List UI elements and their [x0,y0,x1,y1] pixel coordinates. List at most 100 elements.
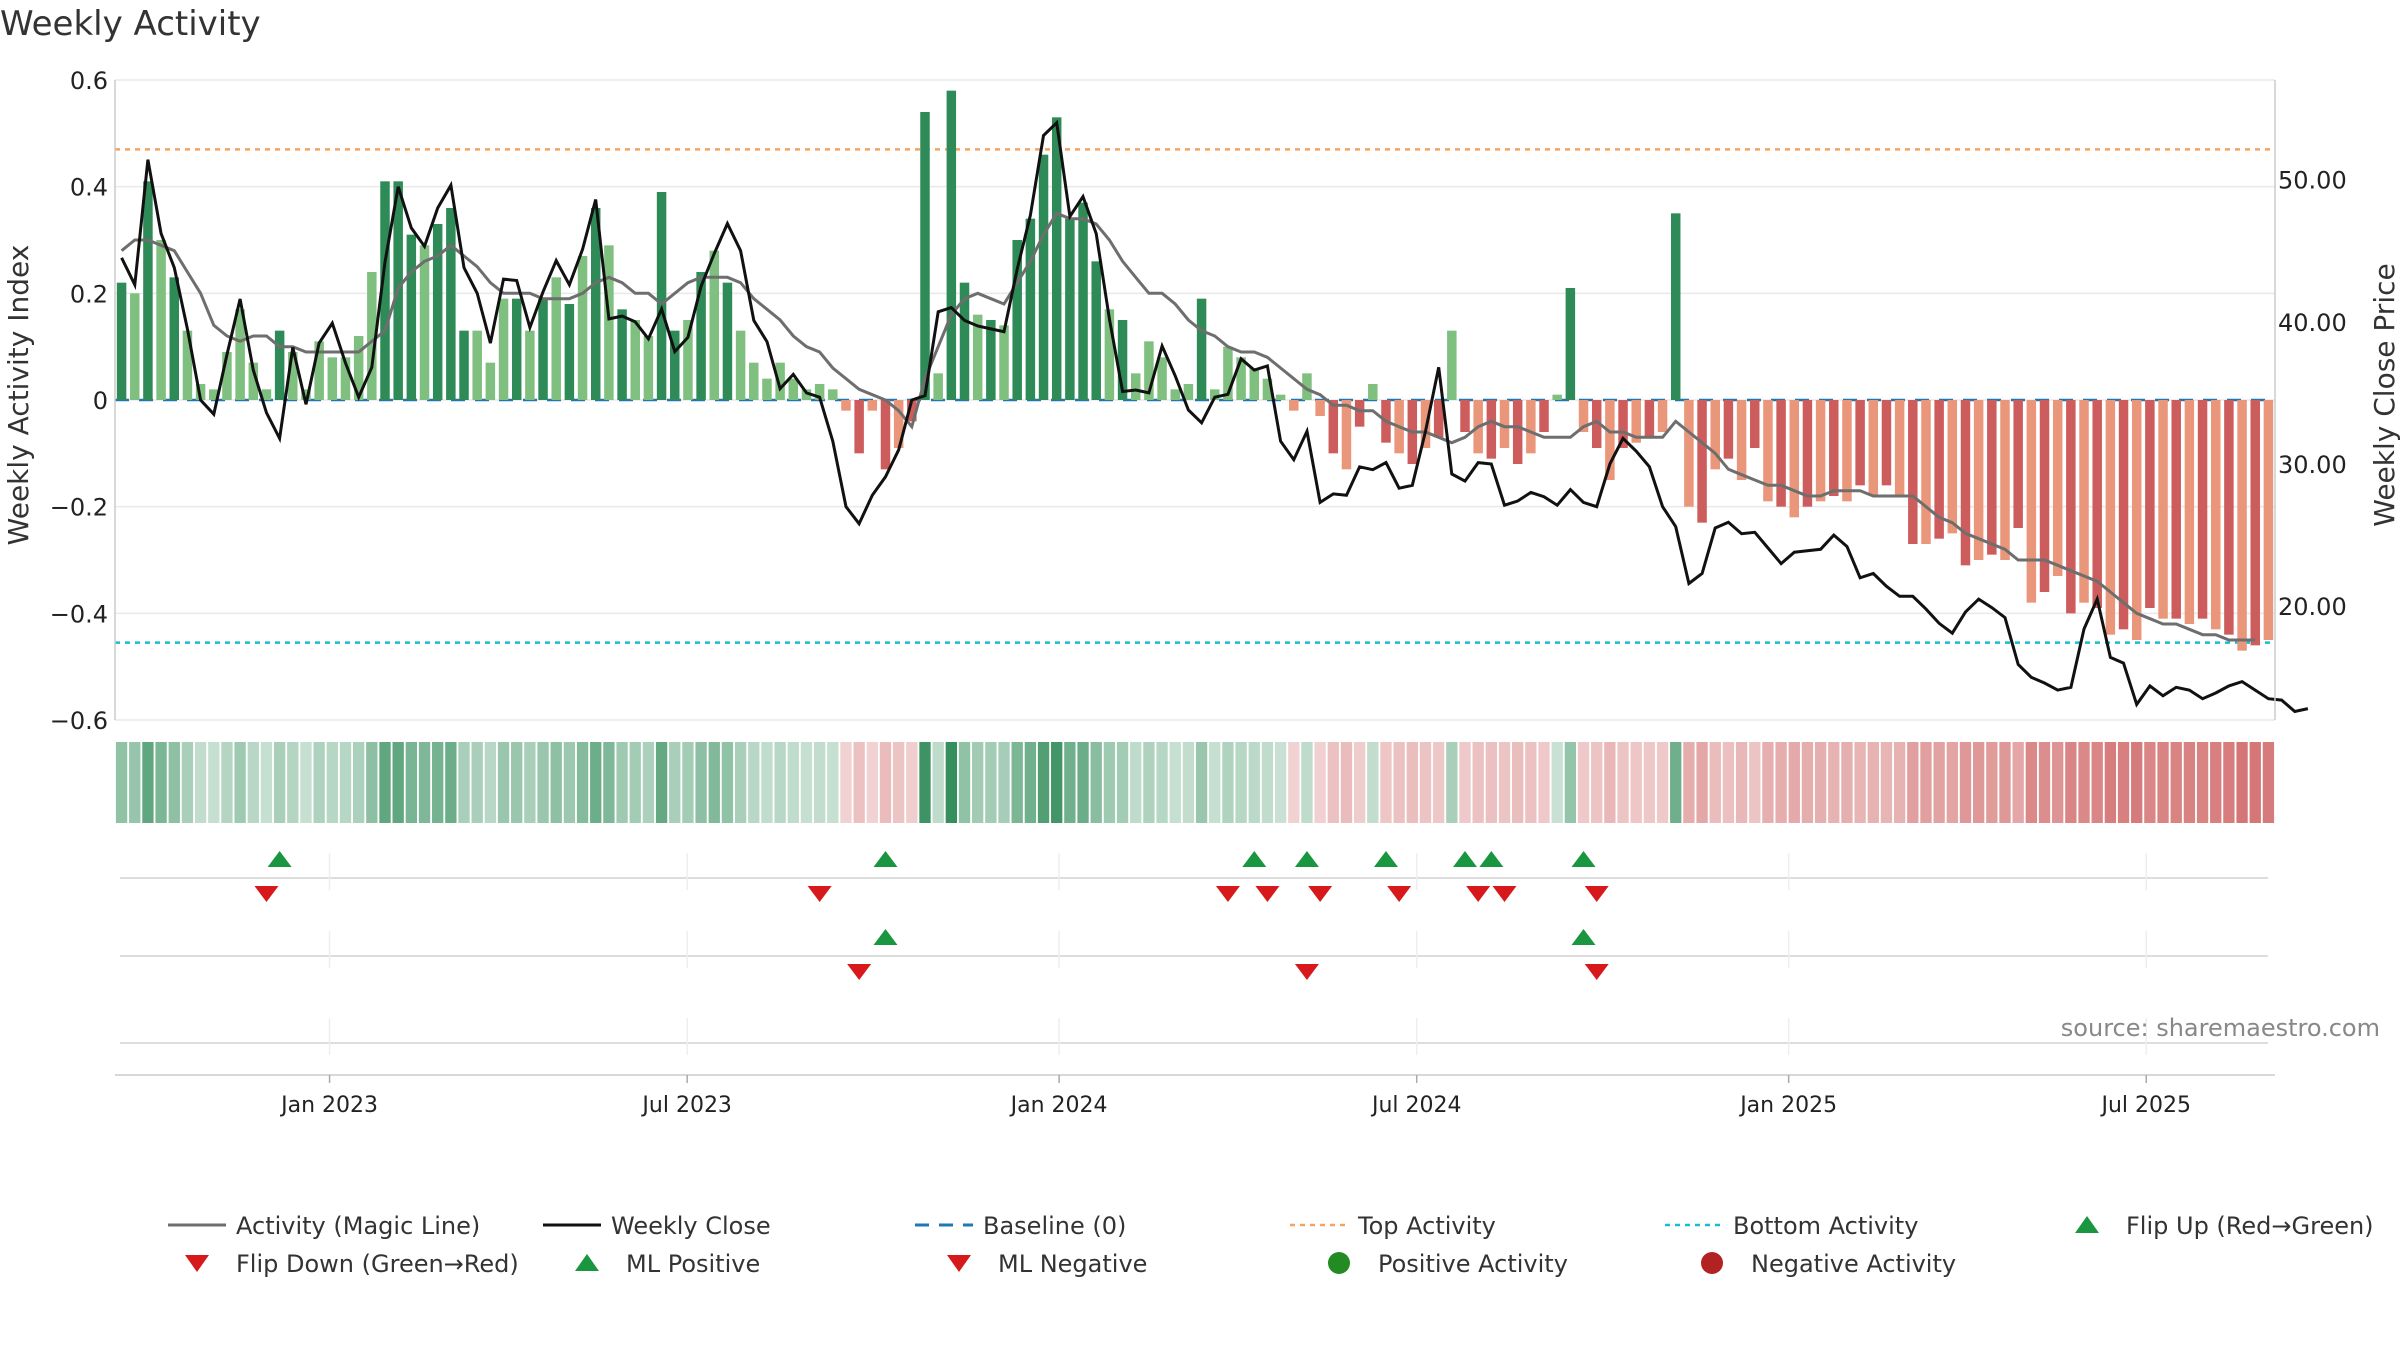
activity-bar [2210,400,2221,630]
heat-cell [906,742,918,823]
flip-down-marker [1215,886,1240,902]
heat-cell [208,742,220,823]
heat-cell [853,742,865,823]
activity-bar [2197,400,2208,619]
heat-cell [1749,742,1761,823]
activity-bar [1196,298,1207,400]
activity-bar [1908,400,1918,544]
heat-cell [919,742,931,823]
flip-up-marker [1479,851,1504,867]
heat-cell [1419,742,1432,823]
activity-bar [814,384,825,400]
activity-bar [419,245,430,400]
heat-cell [1077,742,1089,823]
heat-cell [590,742,602,823]
activity-bar [1183,384,1194,400]
activity-bar [446,208,456,400]
heat-cell [1696,742,1708,823]
activity-bar [670,330,680,400]
activity-bar [1499,400,1510,448]
heat-cell [432,742,444,823]
activity-bar [1341,400,1352,470]
heat-cell [1367,742,1379,823]
legend-label: ML Positive [626,1250,760,1278]
x-tick-label: Jan 2025 [1738,1093,1837,1118]
activity-bar [274,330,285,400]
heat-cell [221,742,233,823]
activity-bar [1947,400,1958,534]
heat-cell [1472,742,1484,823]
activity-bar [1210,389,1220,400]
activity-bar [1144,341,1154,400]
heat-cell [1933,742,1945,823]
heat-cell [194,742,207,823]
legend-label: Top Activity [1357,1212,1496,1240]
heat-cell [2012,742,2024,823]
activity-bar [327,357,338,400]
activity-bar [1987,400,1997,555]
y-right-tick-label: 20.00 [2278,593,2347,621]
heat-cell [1380,742,1392,823]
activity-bar [788,378,799,400]
y-right-tick-label: 30.00 [2278,451,2347,479]
heat-cell [1143,742,1155,823]
heat-cell [458,742,470,823]
activity-bar [209,389,219,400]
heat-cell [866,742,878,823]
activity-bar [762,378,772,400]
heat-cell [1432,742,1445,823]
heat-cell [2249,742,2261,823]
activity-bar [130,293,140,400]
heat-cell [2078,742,2090,823]
heat-cell [1801,742,1814,823]
heat-cell [1393,742,1405,823]
heat-cell [1604,742,1616,823]
activity-bar [630,320,640,400]
heat-cell [1893,742,1906,823]
heat-cell [1577,742,1590,823]
heat-cell [1327,742,1339,823]
legend-item: Bottom Activity [1665,1212,1918,1240]
flip-up-marker [1373,851,1398,867]
heat-cell [2104,742,2117,823]
y-left-tick-label: −0.4 [50,600,108,628]
heat-cell [616,742,628,823]
heat-cell [655,742,668,823]
activity-bar [656,192,667,400]
heat-cell [1525,742,1537,823]
activity-bar [617,309,627,400]
activity-bar [1631,400,1641,443]
activity-bar [1934,400,1944,539]
heat-cell [1630,742,1642,823]
activity-bar [2263,400,2274,640]
y-left-axis-label: Weekly Activity Index [2,245,35,546]
heat-cell [1591,742,1603,823]
heat-cell [998,742,1010,823]
activity-bar [182,330,193,400]
heat-cell [1946,742,1958,823]
heat-cell [537,742,549,823]
heat-cell [181,742,194,823]
heat-cell [418,742,431,823]
heat-cell [1301,742,1313,823]
activity-bar [1776,400,1786,507]
activity-bar [2250,400,2260,646]
heat-cell [155,742,167,823]
activity-bar [2013,400,2023,528]
heat-cell [234,742,246,823]
heat-cell [1248,742,1260,823]
activity-bar [1565,288,1576,400]
activity-bar [1249,368,1260,400]
activity-bar [1881,400,1892,486]
heat-cell [287,742,299,823]
heat-cell [1735,742,1748,823]
activity-bar [1223,346,1233,400]
heat-cell [471,742,483,823]
activity-bar [1065,218,1075,400]
chart-title: Weekly Activity [0,4,261,44]
heat-cell [1261,742,1274,823]
heat-cell [1288,742,1300,823]
activity-bar [1078,202,1088,400]
flip-up-marker [873,929,898,945]
heat-cell [300,742,312,823]
